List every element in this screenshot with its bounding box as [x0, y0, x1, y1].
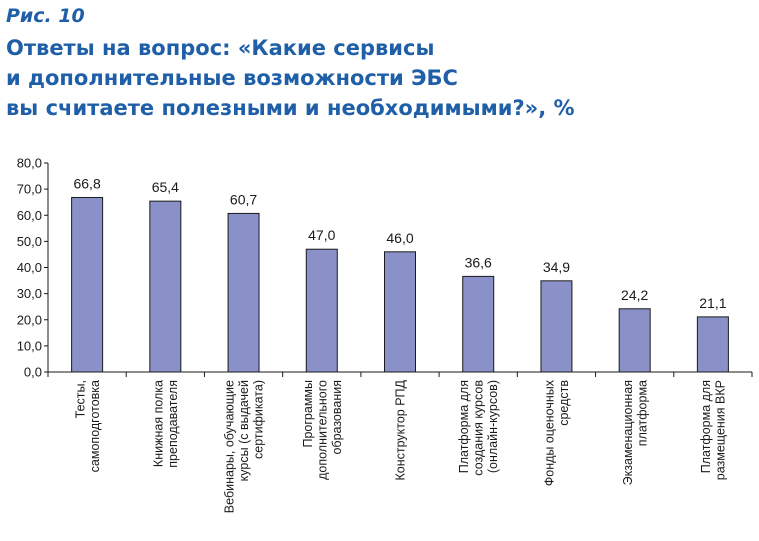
category-label-line: платформа — [635, 380, 649, 446]
category-label-line: создания курсов — [472, 380, 486, 476]
category-label: Платформа длясоздания курсов(онлайн-курс… — [457, 380, 500, 476]
data-label: 24,2 — [621, 287, 648, 303]
y-tick-label: 30,0 — [17, 286, 42, 301]
category-label-line: Программы — [301, 380, 315, 448]
category-label-line: Тесты, — [73, 380, 87, 418]
y-tick-label: 60,0 — [17, 208, 42, 223]
category-label-line: (онлайн-курсов) — [486, 380, 500, 473]
bar — [462, 275, 495, 373]
data-label: 66,8 — [73, 175, 100, 191]
category-label: Программыдополнительногообразования — [301, 380, 344, 480]
category-label-line: Платформа для — [699, 380, 713, 473]
bar — [227, 212, 260, 373]
category-label-line: Книжная полка — [152, 380, 166, 467]
chart-title-line: Ответы на вопрос: «Какие сервисы — [6, 36, 435, 60]
category-label-line: Экзаменационная — [621, 380, 635, 485]
category-label-line: образования — [330, 380, 344, 455]
category-label-line: средств — [557, 380, 571, 426]
category-label: Конструктор РПД — [394, 379, 408, 480]
bar — [384, 251, 416, 373]
data-label: 46,0 — [386, 230, 413, 246]
bar — [305, 248, 338, 373]
category-label: Вебинары, обучающиекурсы (с выдачейсерти… — [223, 380, 266, 513]
y-tick-label: 70,0 — [17, 182, 42, 197]
y-tick-label: 50,0 — [17, 234, 42, 249]
chart-title-line: и дополнительные возможности ЭБС — [6, 66, 458, 90]
y-tick-label: 20,0 — [17, 312, 42, 327]
y-tick-label: 40,0 — [17, 260, 42, 275]
data-label: 36,6 — [465, 254, 492, 270]
y-tick-label: 10,0 — [17, 338, 42, 353]
bar — [71, 196, 104, 373]
data-label: 34,9 — [543, 259, 570, 275]
category-label: Тесты,самоподготовка — [73, 380, 102, 472]
data-label: 60,7 — [230, 191, 257, 207]
category-label: Фонды оценочныхсредств — [543, 379, 572, 486]
bar — [696, 316, 729, 373]
figure-label: Рис. 10 — [6, 5, 85, 27]
bar — [149, 200, 182, 373]
category-label-line: Фонды оценочных — [543, 379, 557, 486]
category-label-line: сертификата) — [252, 380, 266, 459]
category-label: Книжная полкапреподавателя — [152, 380, 181, 468]
category-label-line: Конструктор РПД — [394, 379, 408, 480]
y-tick-label: 80,0 — [17, 156, 42, 171]
category-label-line: курсы (с выдачей — [237, 380, 251, 481]
category-label-line: Вебинары, обучающие — [223, 380, 237, 513]
bar — [618, 308, 651, 373]
category-label-line: размещения ВКР — [714, 380, 728, 480]
chart-title-line: вы считаете полезными и необходимыми?», … — [6, 96, 575, 120]
category-label-line: Платформа для — [457, 380, 471, 473]
y-tick-label: 0,0 — [24, 365, 42, 380]
category-label-line: преподавателя — [166, 380, 180, 468]
category-label-line: дополнительного — [315, 380, 329, 480]
data-label: 21,1 — [699, 295, 726, 311]
data-label: 65,4 — [152, 179, 179, 195]
category-label: Платформа дляразмещения ВКР — [699, 380, 728, 480]
chart-title: Ответы на вопрос: «Какие сервисы и допол… — [6, 33, 746, 123]
bar — [540, 280, 573, 373]
data-label: 47,0 — [308, 227, 335, 243]
category-label-line: самоподготовка — [88, 380, 102, 472]
category-label: Экзаменационнаяплатформа — [621, 380, 650, 485]
